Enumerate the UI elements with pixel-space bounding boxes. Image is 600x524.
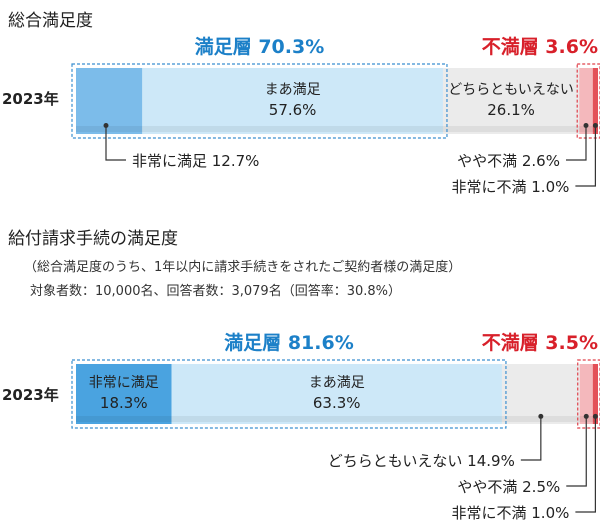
- chart1-segment-label-2: まあ満足 57.6%: [264, 82, 321, 119]
- chart2-bar-segment-1: [76, 364, 172, 424]
- chart2-bar-segment-4: [579, 364, 593, 424]
- chart2-note-2: 対象者数：10,000名、回答者数：3,079名（回答率：30.8%）: [30, 284, 402, 299]
- chart1-leader-line-4: [565, 125, 587, 161]
- chart2-segment-label-1: 非常に満足 18.3%: [88, 375, 159, 412]
- chart1-bar-segment-3: [442, 68, 580, 134]
- chart2-bar-segment-5: [592, 364, 598, 424]
- chart1-segment-label-3: どちらともいえない 26.1%: [448, 82, 574, 119]
- chart1-title: 総合満足度: [8, 11, 93, 31]
- chart1-category-label: 2023年: [2, 90, 59, 108]
- chart1-group-frame-2: [576, 63, 600, 139]
- chart1-bar-segment-5: [592, 68, 598, 134]
- chart1-bar-segment-4: [579, 68, 593, 134]
- chart2-segment-label-2: まあ満足 63.3%: [308, 375, 365, 412]
- chart2-note-1: （総合満足度のうち、1年以内に請求手続きをされたご契約者様の満足度）: [24, 260, 462, 275]
- chart1-group-label-2: 不満層 3.6%: [481, 36, 598, 58]
- chart2-title: 給付請求手続の満足度: [8, 229, 178, 249]
- chart2-callout-label-3: どちらともいえない 14.9%: [327, 452, 515, 470]
- chart1-callout-label-4: やや不満 2.6%: [457, 152, 560, 170]
- chart1-leader-line-5: [575, 125, 596, 187]
- chart2-leader-line-5: [575, 416, 596, 513]
- chart2-callout-label-5: 非常に不満 1.0%: [451, 504, 570, 522]
- chart2-bar-segment-2: [171, 364, 502, 424]
- chart2-group-label-2: 不満層 3.5%: [481, 332, 598, 354]
- chart2-callout-label-4: やや不満 2.5%: [457, 478, 561, 496]
- chart2-bar-shadow: [76, 416, 598, 422]
- chart1-group-frame-1: [71, 63, 448, 139]
- chart1-bar-shadow: [76, 126, 598, 132]
- chart2-leader-line-4: [566, 416, 587, 487]
- chart2-group-label-1: 満足層 81.6%: [224, 332, 354, 354]
- chart1-leader-line-1: [105, 125, 126, 161]
- chart2-group-frame-1: [71, 359, 507, 429]
- chart2-leader-line-3: [520, 416, 542, 461]
- chart1-group-label-1: 満足層 70.3%: [194, 36, 325, 58]
- chart1-bar-segment-1: [76, 68, 143, 134]
- chart1-bar-segment-2: [142, 68, 443, 134]
- chart1-callout-label-1: 非常に満足 12.7%: [132, 152, 260, 170]
- chart2-category-label: 2023年: [2, 386, 59, 404]
- chart1-callout-label-5: 非常に不満 1.0%: [451, 178, 570, 196]
